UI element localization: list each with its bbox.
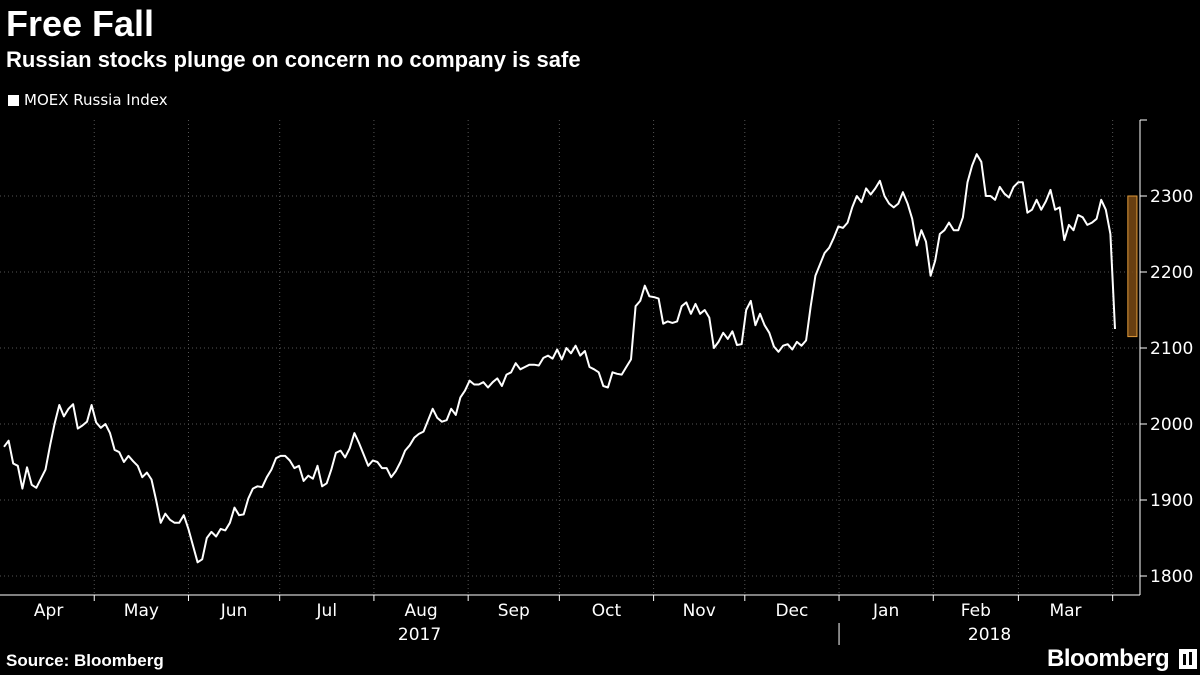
y-tick-label: 1800 (1150, 567, 1193, 587)
y-tick-label: 1900 (1150, 491, 1193, 511)
legend-label: MOEX Russia Index (24, 91, 168, 109)
y-tick-label: 2300 (1150, 187, 1193, 207)
source-note: Source: Bloomberg (6, 651, 164, 670)
x-tick-label: May (124, 601, 159, 621)
x-tick-label: Dec (775, 601, 808, 621)
x-tick-label: Jun (220, 601, 248, 621)
axis-labels: 1800 1900 2000 2100 2200 2300 Apr May Jun Jul Aug S… (34, 187, 1193, 645)
x-tick-label: Feb (961, 601, 991, 621)
year-label: 2018 (968, 625, 1011, 645)
x-tick-label: Jul (316, 601, 338, 621)
x-tick-label: Nov (683, 601, 716, 621)
x-tick-label: Aug (404, 601, 437, 621)
legend: MOEX Russia Index (8, 91, 168, 109)
y-tick-label: 2200 (1150, 263, 1193, 283)
grid (0, 120, 1140, 595)
brand-logo: Bloomberg (1047, 645, 1170, 672)
axes (0, 119, 1147, 645)
x-tick-label: Mar (1049, 601, 1081, 621)
highlight-region (1127, 195, 1138, 338)
x-tick-label: Oct (592, 601, 622, 621)
year-label: 2017 (398, 625, 441, 645)
series-moex (3, 153, 1116, 564)
y-tick-label: 2100 (1150, 339, 1193, 359)
x-tick-label: Jan (872, 601, 899, 621)
series-line (3, 153, 1116, 564)
legend-swatch (8, 94, 19, 106)
bloomberg-icon (1179, 649, 1197, 669)
x-tick-label: Sep (498, 601, 530, 621)
x-tick-label: Apr (34, 601, 63, 621)
y-tick-label: 2000 (1150, 415, 1193, 435)
chart-subtitle: Russian stocks plunge on concern no comp… (6, 47, 581, 72)
chart-title: Free Fall (6, 3, 155, 44)
highlight-box (1127, 195, 1138, 338)
